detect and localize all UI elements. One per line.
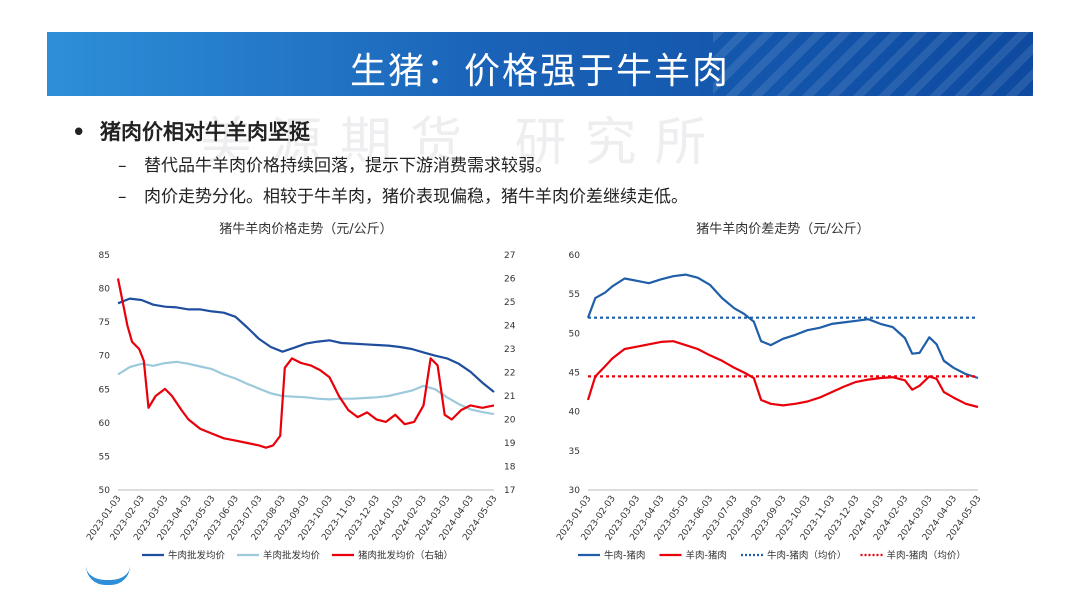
- y-right-tick-label: 21: [504, 392, 515, 402]
- slide-title: 生猪：价格强于牛羊肉: [349, 51, 730, 92]
- dash-marker: –: [118, 156, 127, 176]
- spread-chart: 猪牛羊肉价差走势（元/公斤） 30 35 40 45 50 55 60 2023-01-03 20…: [548, 215, 998, 575]
- bullet-marker: •: [72, 120, 86, 144]
- y-left-tick-label: 65: [99, 385, 110, 395]
- y-left-tick-label: 55: [99, 452, 110, 462]
- y-right-tick-label: 17: [504, 486, 515, 496]
- watermark: 美源期货 研究所: [200, 113, 725, 173]
- subpoint-1: – 替代品牛羊肉价格持续回落，提示下游消费需求较弱。: [118, 151, 552, 176]
- series-line: [117, 297, 495, 393]
- legend-label: 羊肉-猪肉（均价）: [887, 550, 966, 562]
- legend-label: 羊肉-猪肉: [686, 550, 727, 562]
- y-right-tick-label: 20: [504, 416, 516, 426]
- subpoint-2-text: 肉价走势分化。相较于牛羊肉，猪价表现偏稳，猪牛羊肉价差继续走低。: [144, 187, 688, 207]
- y-right-tick-label: 25: [504, 298, 515, 308]
- price-chart-svg: 猪牛羊肉价格走势（元/公斤） 50 55 60 65 70 75 80 85 17 18 19 20 21…: [85, 221, 516, 562]
- series-line: [116, 278, 495, 449]
- y-left-tick-label: 60: [99, 419, 111, 429]
- y-tick-label: 35: [569, 447, 580, 457]
- y-left-tick-label: 50: [99, 486, 111, 496]
- y-right-tick-label: 19: [504, 439, 516, 449]
- subpoint-2: – 肉价走势分化。相较于牛羊肉，猪价表现偏稳，猪牛羊肉价差继续走低。: [118, 182, 688, 207]
- legend-label: 羊肉批发均价: [263, 550, 321, 562]
- subpoint-1-text: 替代品牛羊肉价格持续回落，提示下游消费需求较弱。: [144, 156, 552, 176]
- main-bullet: • 猪肉价相对牛羊肉坚挺: [72, 116, 310, 146]
- y-tick-label: 30: [569, 486, 581, 496]
- series-line: [586, 273, 979, 380]
- chart-title: 猪牛羊肉价格走势（元/公斤）: [219, 221, 392, 237]
- series-line: [586, 340, 979, 409]
- y-left-tick-label: 75: [99, 318, 110, 328]
- y-right-tick-label: 18: [504, 463, 516, 473]
- legend-label: 猪肉批发均价（右轴）: [358, 550, 453, 562]
- y-tick-label: 50: [569, 329, 581, 339]
- y-tick-label: 45: [569, 369, 580, 379]
- y-tick-label: 60: [569, 251, 581, 261]
- price-chart: 猪牛羊肉价格走势（元/公斤） 50 55 60 65 70 75 80 85 17 18 19 20 21…: [72, 215, 532, 575]
- legend-label: 牛肉-猪肉: [604, 550, 645, 562]
- legend-label: 牛肉-猪肉（均价）: [767, 550, 846, 562]
- y-left-tick-label: 85: [99, 251, 110, 261]
- y-right-tick-label: 26: [504, 275, 516, 285]
- chart-title: 猪牛羊肉价差走势（元/公斤）: [696, 221, 869, 237]
- main-bullet-text: 猪肉价相对牛羊肉坚挺: [100, 120, 310, 144]
- title-banner: 生猪：价格强于牛羊肉: [47, 32, 1033, 96]
- y-left-tick-label: 80: [99, 285, 111, 295]
- y-tick-label: 55: [569, 290, 580, 300]
- spread-chart-svg: 猪牛羊肉价差走势（元/公斤）303540455055602023-01-0320…: [555, 221, 983, 562]
- corner-decoration: [86, 566, 130, 585]
- legend-label: 牛肉批发均价: [168, 550, 226, 562]
- series-line: [117, 360, 495, 416]
- y-right-tick-label: 23: [504, 345, 515, 355]
- y-right-tick-label: 22: [504, 369, 515, 379]
- banner-decoration: [713, 32, 1033, 96]
- dash-marker: –: [118, 187, 127, 207]
- y-left-tick-label: 70: [99, 352, 111, 362]
- y-tick-label: 40: [569, 408, 581, 418]
- y-right-tick-label: 27: [504, 251, 515, 261]
- y-right-tick-label: 24: [504, 322, 516, 332]
